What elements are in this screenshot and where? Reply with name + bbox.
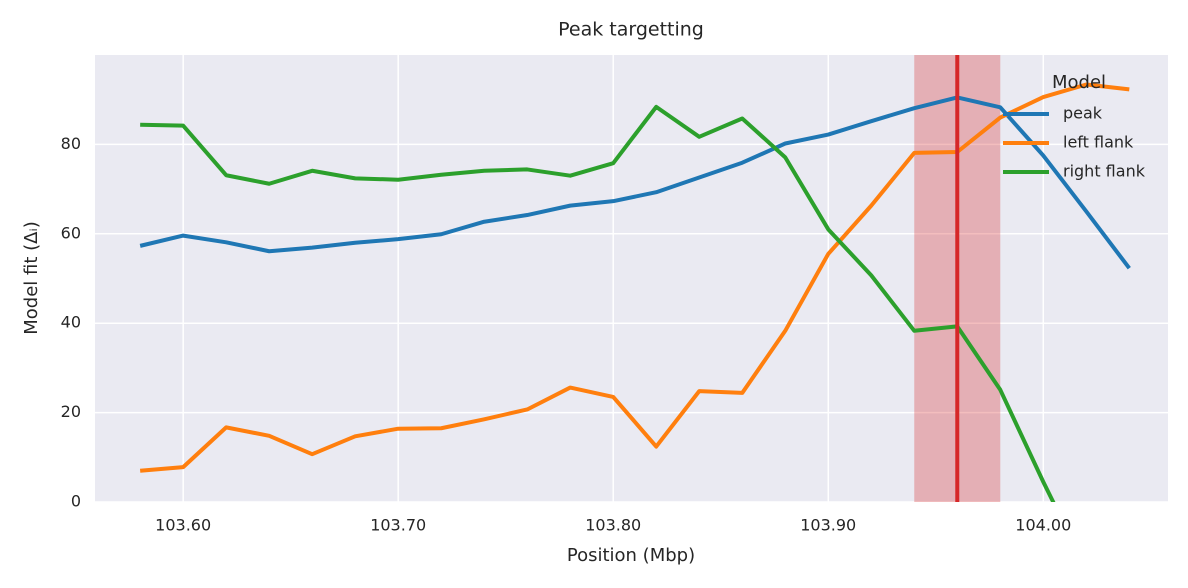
legend-title: Model bbox=[1052, 72, 1106, 93]
x-tick-label: 103.60 bbox=[155, 516, 211, 535]
legend-label: right flank bbox=[1063, 162, 1146, 181]
y-tick-label: 80 bbox=[61, 134, 81, 153]
y-tick-label: 40 bbox=[61, 313, 81, 332]
x-tick-label: 103.90 bbox=[800, 516, 856, 535]
x-tick-label: 103.80 bbox=[585, 516, 641, 535]
legend-label: peak bbox=[1063, 104, 1103, 123]
chart-title: Peak targetting bbox=[558, 19, 704, 41]
y-axis-label: Model fit (Δᵢ) bbox=[21, 221, 42, 334]
y-tick-label: 0 bbox=[71, 492, 81, 511]
x-tick-label: 104.00 bbox=[1015, 516, 1071, 535]
x-tick-label: 103.70 bbox=[370, 516, 426, 535]
y-tick-label: 60 bbox=[61, 223, 81, 242]
series-line bbox=[140, 104, 1056, 502]
series-line bbox=[139, 82, 1130, 473]
plot-area bbox=[95, 55, 1168, 502]
series-line bbox=[139, 95, 1131, 270]
legend-label: left flank bbox=[1063, 133, 1134, 152]
x-axis-label: Position (Mbp) bbox=[567, 545, 695, 566]
y-tick-label: 20 bbox=[61, 402, 81, 421]
